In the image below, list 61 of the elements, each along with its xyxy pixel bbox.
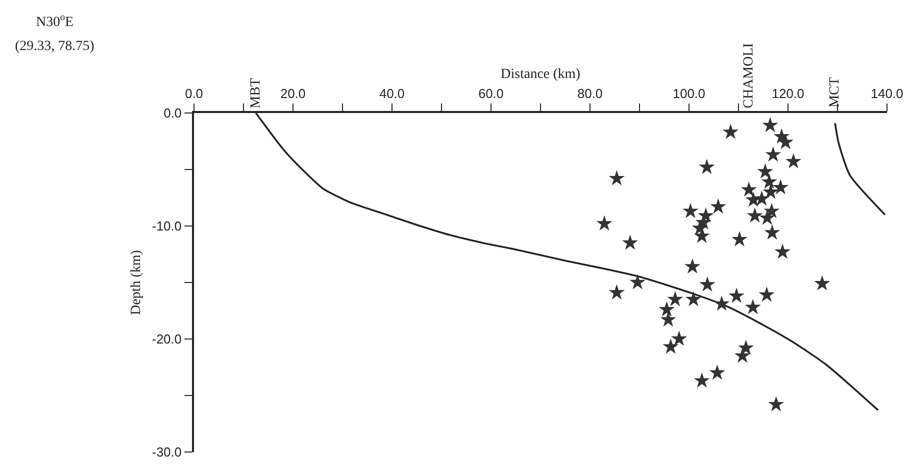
point	[732, 231, 748, 246]
text: CHAMOLI	[741, 42, 756, 108]
point	[772, 179, 789, 194]
point	[734, 348, 750, 363]
y-tick-label: 0.0	[164, 106, 182, 121]
x-tick-label: 0.0	[184, 86, 204, 102]
point	[709, 364, 726, 380]
y-axis-title: Depth (km)	[129, 250, 144, 315]
x-tick-label: 60.0	[478, 86, 504, 102]
point	[762, 117, 778, 132]
line-series	[834, 122, 886, 216]
point	[698, 158, 715, 174]
point	[774, 244, 791, 259]
point	[722, 124, 739, 140]
point	[694, 372, 710, 388]
point	[596, 215, 612, 231]
point	[671, 330, 688, 346]
text: (29.33, 78.75)	[15, 39, 95, 54]
point	[746, 207, 763, 223]
x-tick-label: 140.0	[870, 86, 904, 102]
point	[684, 258, 700, 274]
point	[710, 198, 726, 214]
point	[758, 286, 775, 302]
point	[765, 146, 782, 162]
point	[744, 298, 761, 314]
point	[699, 276, 716, 292]
point	[658, 301, 675, 316]
point	[685, 291, 702, 306]
point	[714, 296, 730, 311]
x-tick-label: 80.0	[577, 86, 603, 102]
point	[608, 284, 625, 300]
point	[768, 396, 784, 412]
x-tick-label: 20.0	[280, 86, 306, 102]
point	[682, 202, 698, 218]
point	[764, 202, 780, 218]
point	[761, 174, 778, 189]
point	[622, 234, 638, 250]
point	[778, 134, 794, 150]
point	[608, 170, 625, 186]
point	[759, 210, 776, 225]
point	[662, 338, 679, 354]
point	[728, 288, 745, 303]
y-tick-label: -30.0	[152, 444, 182, 460]
point	[754, 190, 770, 206]
point	[762, 184, 779, 199]
y-tick-label: -10.0	[152, 218, 182, 234]
text: N30$^{o}$E	[36, 12, 74, 30]
point	[740, 181, 757, 197]
x-axis-title: Distance (km)	[500, 67, 581, 82]
x-tick-label: 100.0	[672, 86, 706, 102]
point	[757, 163, 774, 179]
point	[785, 153, 802, 168]
y-tick-label: -20.0	[152, 332, 182, 347]
point	[764, 224, 780, 240]
point	[667, 291, 684, 306]
x-tick-label: 120.0	[772, 86, 804, 102]
text: MCT	[828, 76, 843, 108]
point	[630, 274, 646, 290]
annotation: MBT	[248, 78, 264, 108]
point	[814, 275, 830, 290]
x-tick-label: 40.0	[379, 86, 405, 102]
